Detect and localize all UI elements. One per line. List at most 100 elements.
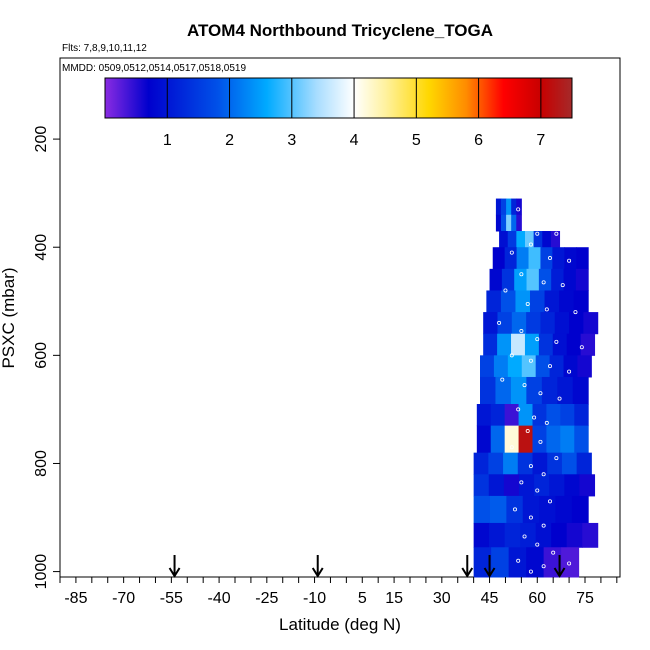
y-tick-label: 200 — [33, 126, 50, 153]
sample-point — [544, 307, 549, 312]
y-tick-label: 600 — [33, 342, 50, 369]
sample-point — [509, 445, 514, 450]
heatmap-cell — [560, 404, 575, 427]
heatmap-cell — [574, 404, 589, 427]
heatmap-cell — [515, 290, 531, 313]
sample-point — [516, 558, 521, 563]
heatmap-cell — [559, 290, 575, 313]
heatmap-cell — [476, 425, 492, 454]
heatmap-cell — [525, 231, 535, 248]
heatmap-cell — [511, 214, 517, 232]
sample-point — [528, 358, 533, 363]
heatmap-cell — [499, 231, 509, 248]
sample-point — [567, 258, 572, 263]
heatmap-cell — [514, 268, 528, 291]
y-axis-label: PSXC (mbar) — [0, 267, 18, 368]
heatmap-cell — [573, 290, 589, 313]
heatmap-cell — [507, 355, 523, 378]
heatmap-cell — [549, 355, 565, 378]
heatmap-cell — [501, 214, 507, 232]
sample-point — [519, 329, 524, 334]
heatmap-cell — [539, 495, 556, 524]
heatmap-cell — [540, 312, 556, 335]
heatmap-cell — [490, 404, 506, 427]
heatmap-cell — [552, 247, 565, 270]
heatmap-cell — [526, 376, 543, 405]
sample-point — [516, 207, 521, 212]
heatmap-cell — [506, 198, 512, 216]
x-tick-label: 75 — [576, 590, 594, 607]
heatmap-cell — [504, 404, 520, 427]
sample-point — [525, 429, 530, 434]
heatmap-cell — [572, 376, 589, 405]
heatmap-cell — [517, 452, 533, 475]
colorbar-tick-label: 6 — [474, 132, 483, 149]
heatmap-cell — [530, 290, 546, 313]
heatmap-cell — [575, 268, 589, 291]
x-tick-label: -25 — [255, 590, 278, 607]
x-axis: -85 -70 -55 -40 -25 -10 5 15 30 45 60 75 — [59, 577, 618, 607]
heatmap-cell — [569, 312, 584, 335]
sample-point — [535, 542, 540, 547]
heatmap-cell — [534, 474, 550, 497]
x-tick-label: 60 — [528, 590, 546, 607]
heatmap-cell — [554, 312, 570, 335]
colorbar-tick-label: 4 — [350, 132, 359, 149]
flight-arrow-head — [168, 567, 181, 578]
sample-point — [535, 231, 540, 236]
colorbar-tick-labels: 1 2 3 4 5 6 7 — [163, 132, 546, 149]
heatmap-cell — [542, 231, 552, 248]
heatmap-cell — [535, 522, 552, 548]
heatmap-cell — [516, 198, 522, 216]
heatmap-cell — [493, 355, 509, 378]
heatmap-cell — [488, 474, 505, 497]
heatmap-cell — [560, 425, 575, 454]
heatmap-cell — [524, 333, 540, 356]
heatmap-cell — [577, 355, 592, 378]
heatmap-cell — [576, 452, 592, 475]
heatmap-cell — [501, 268, 515, 291]
heatmap-cell — [528, 247, 541, 270]
heatmap-cell — [495, 198, 502, 216]
heatmap-cell — [504, 425, 520, 454]
heatmap-cell — [546, 404, 561, 427]
heatmap-cell — [571, 495, 589, 524]
sample-point — [567, 369, 572, 374]
heatmap-cell — [576, 247, 589, 270]
heatmap-cell — [516, 231, 526, 248]
heatmap-cell — [532, 404, 547, 427]
x-tick-label: -85 — [64, 590, 87, 607]
heatmap-cell — [543, 547, 562, 578]
sample-point — [522, 534, 527, 539]
sample-point — [509, 250, 514, 255]
x-tick-label: -70 — [112, 590, 135, 607]
sample-point — [548, 364, 553, 369]
heatmap-cell — [492, 247, 506, 270]
heatmap-cell — [506, 214, 512, 232]
heatmap-cell — [473, 474, 490, 497]
sample-point — [503, 288, 508, 293]
heatmap-cell — [561, 452, 578, 475]
flight-arrow-head — [553, 567, 566, 578]
heatmap-cell — [516, 247, 530, 270]
sample-point — [528, 464, 533, 469]
heatmap-cell — [552, 333, 568, 356]
heatmap-cell — [564, 247, 577, 270]
heatmap-cell — [580, 333, 596, 356]
sample-point — [528, 515, 533, 520]
sample-point — [573, 310, 578, 315]
heatmap-cell — [503, 474, 520, 497]
x-tick-label: -10 — [303, 590, 326, 607]
sample-point — [528, 242, 533, 247]
sample-point — [554, 231, 559, 236]
heatmap-cell — [526, 312, 541, 335]
chart-title: ATOM4 Northbound Tricyclene_TOGA — [187, 21, 493, 40]
flight-arrow-head — [461, 567, 474, 578]
heatmap-cell — [497, 312, 513, 335]
heatmap-cell — [473, 547, 492, 578]
heatmap-cell — [544, 290, 560, 313]
heatmap-cell — [535, 355, 551, 378]
sample-point — [541, 280, 546, 285]
heatmap-cell — [504, 247, 518, 270]
sample-point — [535, 488, 540, 493]
